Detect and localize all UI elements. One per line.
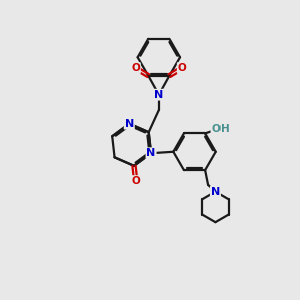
Text: N: N: [211, 187, 220, 197]
Text: N: N: [146, 148, 156, 158]
Text: H: H: [221, 124, 230, 134]
Text: N: N: [154, 90, 164, 100]
Text: O: O: [131, 176, 140, 186]
Text: N: N: [124, 119, 134, 129]
Text: H: H: [218, 124, 226, 134]
Text: O: O: [131, 63, 140, 73]
Text: O: O: [211, 124, 220, 134]
Text: O: O: [212, 124, 221, 134]
Text: O: O: [178, 63, 186, 73]
